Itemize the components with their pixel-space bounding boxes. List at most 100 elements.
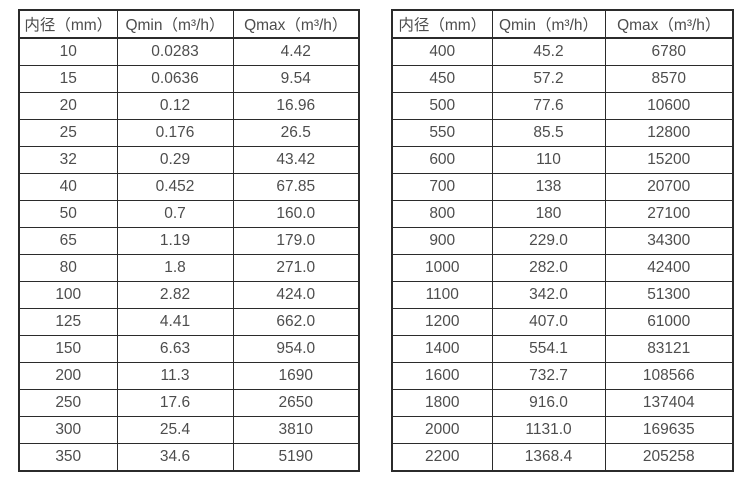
table-cell: 2.82 — [116, 281, 234, 309]
table-row: 65 1.19 179.0 — [18, 227, 360, 255]
table-cell: 1.8 — [116, 254, 234, 282]
table-cell: 40 — [18, 173, 118, 201]
table-cell: 10 — [18, 37, 118, 66]
table-row: 2200 1368.4 205258 — [391, 443, 734, 472]
table-cell: 4.41 — [116, 308, 234, 336]
table-row: 300 25.4 3810 — [18, 416, 360, 444]
table-cell: 179.0 — [232, 227, 360, 255]
table-cell: 17.6 — [116, 389, 234, 417]
table-cell: 0.12 — [116, 92, 234, 120]
table-cell: 2200 — [391, 443, 493, 472]
table-cell: 916.0 — [491, 389, 606, 417]
table-row: 内径（mm） Qmin（m³/h） Qmax（m³/h） — [391, 9, 734, 39]
flow-rate-table-small-diameters: 内径（mm） Qmin（m³/h） Qmax（m³/h） 10 0.0283 4.42 1… — [18, 9, 360, 472]
column-header: 内径（mm） — [18, 9, 118, 39]
table-cell: 180 — [491, 200, 606, 228]
table-cell: 450 — [391, 65, 493, 93]
table-cell: 2650 — [232, 389, 360, 417]
table-row: 550 85.5 12800 — [391, 119, 734, 147]
table-cell: 15 — [18, 65, 118, 93]
column-header: 内径（mm） — [391, 9, 493, 39]
table-cell: 100 — [18, 281, 118, 309]
table-header-row: 内径（mm） Qmin（m³/h） Qmax（m³/h） — [18, 9, 360, 39]
table-row: 250 17.6 2650 — [18, 389, 360, 417]
table-cell: 732.7 — [491, 362, 606, 390]
table-cell: 550 — [391, 119, 493, 147]
table-cell: 160.0 — [232, 200, 360, 228]
table-cell: 15200 — [604, 146, 734, 174]
table-cell: 43.42 — [232, 146, 360, 174]
table-cell: 138 — [491, 173, 606, 201]
table-cell: 50 — [18, 200, 118, 228]
table-cell: 0.29 — [116, 146, 234, 174]
column-header: Qmax（m³/h） — [232, 9, 360, 39]
table-cell: 61000 — [604, 308, 734, 336]
table-row: 150 6.63 954.0 — [18, 335, 360, 363]
table-cell: 5190 — [232, 443, 360, 472]
table-row: 内径（mm） Qmin（m³/h） Qmax（m³/h） — [18, 9, 360, 39]
table-cell: 3810 — [232, 416, 360, 444]
table-header-row: 内径（mm） Qmin（m³/h） Qmax（m³/h） — [391, 9, 734, 39]
table-cell: 342.0 — [491, 281, 606, 309]
table-cell: 169635 — [604, 416, 734, 444]
table-cell: 900 — [391, 227, 493, 255]
table-cell: 9.54 — [232, 65, 360, 93]
column-header: Qmax（m³/h） — [604, 9, 734, 39]
table-row: 50 0.7 160.0 — [18, 200, 360, 228]
table-cell: 205258 — [604, 443, 734, 472]
table-row: 32 0.29 43.42 — [18, 146, 360, 174]
table-cell: 34300 — [604, 227, 734, 255]
table-cell: 10600 — [604, 92, 734, 120]
table-cell: 83121 — [604, 335, 734, 363]
column-header: Qmin（m³/h） — [116, 9, 234, 39]
table-cell: 57.2 — [491, 65, 606, 93]
table-cell: 350 — [18, 443, 118, 472]
table-cell: 1.19 — [116, 227, 234, 255]
table-cell: 4.42 — [232, 37, 360, 66]
table-cell: 80 — [18, 254, 118, 282]
table-row: 900 229.0 34300 — [391, 227, 734, 255]
table-row: 500 77.6 10600 — [391, 92, 734, 120]
table-cell: 424.0 — [232, 281, 360, 309]
table-row: 1800 916.0 137404 — [391, 389, 734, 417]
table-cell: 11.3 — [116, 362, 234, 390]
table-row: 40 0.452 67.85 — [18, 173, 360, 201]
table-cell: 1800 — [391, 389, 493, 417]
table-cell: 600 — [391, 146, 493, 174]
table-row: 25 0.176 26.5 — [18, 119, 360, 147]
table-cell: 25.4 — [116, 416, 234, 444]
table-cell: 407.0 — [491, 308, 606, 336]
table-cell: 282.0 — [491, 254, 606, 282]
table-cell: 65 — [18, 227, 118, 255]
table-cell: 20700 — [604, 173, 734, 201]
table-cell: 700 — [391, 173, 493, 201]
table-cell: 137404 — [604, 389, 734, 417]
column-header: Qmin（m³/h） — [491, 9, 606, 39]
table-cell: 1131.0 — [491, 416, 606, 444]
table-row: 450 57.2 8570 — [391, 65, 734, 93]
table-cell: 6.63 — [116, 335, 234, 363]
table-cell: 500 — [391, 92, 493, 120]
table-row: 1000 282.0 42400 — [391, 254, 734, 282]
table-cell: 0.452 — [116, 173, 234, 201]
table-cell: 229.0 — [491, 227, 606, 255]
table-cell: 300 — [18, 416, 118, 444]
table-row: 700 138 20700 — [391, 173, 734, 201]
table-row: 1200 407.0 61000 — [391, 308, 734, 336]
table-cell: 0.0283 — [116, 37, 234, 66]
table-cell: 250 — [18, 389, 118, 417]
table-cell: 25 — [18, 119, 118, 147]
table-row: 600 110 15200 — [391, 146, 734, 174]
table-cell: 954.0 — [232, 335, 360, 363]
table-cell: 1368.4 — [491, 443, 606, 472]
table-row: 15 0.0636 9.54 — [18, 65, 360, 93]
table-row: 125 4.41 662.0 — [18, 308, 360, 336]
table-row: 1100 342.0 51300 — [391, 281, 734, 309]
table-cell: 554.1 — [491, 335, 606, 363]
table-cell: 51300 — [604, 281, 734, 309]
table-cell: 77.6 — [491, 92, 606, 120]
table-cell: 1000 — [391, 254, 493, 282]
table-cell: 0.7 — [116, 200, 234, 228]
table-row: 200 11.3 1690 — [18, 362, 360, 390]
table-cell: 108566 — [604, 362, 734, 390]
